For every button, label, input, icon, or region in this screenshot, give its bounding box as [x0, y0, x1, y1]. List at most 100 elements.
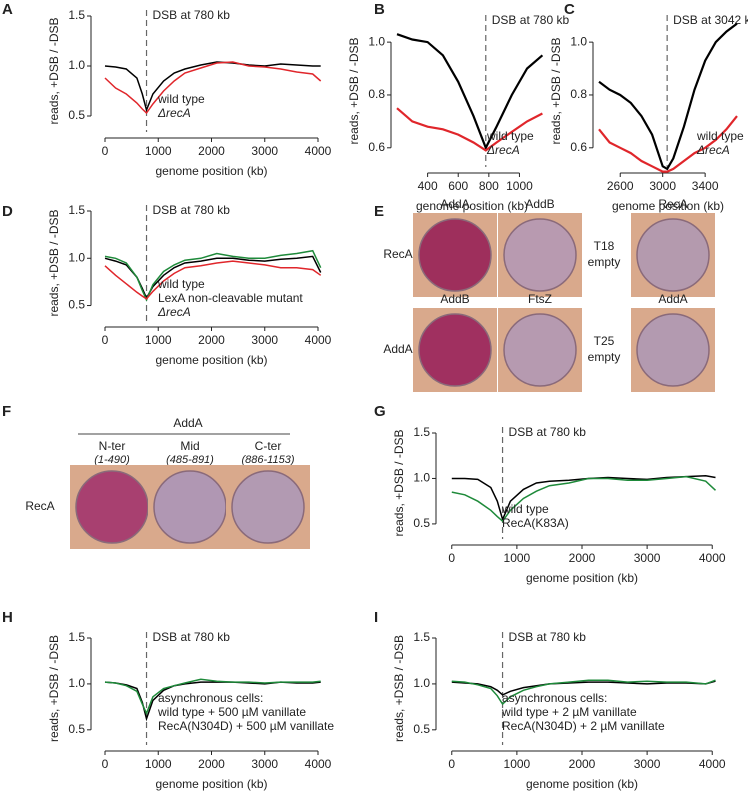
- legend-entry: ΔrecA: [157, 106, 191, 120]
- panel-letter: C: [564, 1, 575, 18]
- panel-letter: D: [2, 203, 13, 220]
- legend-entry: wild type: [696, 129, 744, 143]
- colony-plate: [636, 313, 710, 387]
- dsb-annotation: DSB at 3042 kb: [673, 13, 748, 27]
- x-tick-label: 0: [102, 333, 109, 347]
- colony-plate: [503, 313, 577, 387]
- series-line: [598, 115, 738, 173]
- legend-entry: RecA(N304D) + 2 µM vanillate: [502, 719, 665, 733]
- y-tick-label: 0.5: [413, 722, 430, 736]
- x-tick-label: 1000: [504, 551, 531, 565]
- y-tick-label: 0.8: [368, 87, 385, 101]
- y-tick-label: 0.5: [68, 722, 85, 736]
- x-tick-label: 2600: [607, 179, 634, 193]
- x-axis-label: genome position (kb): [416, 199, 528, 213]
- series-line: [451, 679, 716, 706]
- x-tick-label: 600: [448, 179, 468, 193]
- control-label: empty: [588, 255, 621, 269]
- y-axis-label: reads, +DSB / -DSB: [47, 17, 61, 124]
- series-line: [104, 61, 322, 115]
- x-tick-label: 2000: [569, 551, 596, 565]
- column-label: C-ter: [255, 439, 282, 453]
- plate-label: AddB: [525, 197, 554, 211]
- colony-plate: [231, 470, 305, 544]
- x-tick-label: 0: [448, 757, 455, 771]
- series-line: [396, 107, 543, 152]
- series-line: [104, 678, 321, 716]
- column-range: (886-1153): [242, 454, 295, 466]
- column-header: AddA: [173, 416, 202, 430]
- plate-label: AddA: [658, 292, 687, 306]
- y-tick-label: 1.5: [413, 630, 430, 644]
- column-label: Mid: [180, 439, 199, 453]
- x-tick-label: 1000: [506, 179, 533, 193]
- x-tick-label: 2000: [198, 144, 225, 158]
- y-tick-label: 1.0: [68, 676, 85, 690]
- legend-entry: wild type + 500 µM vanillate: [157, 705, 306, 719]
- x-tick-label: 1000: [145, 333, 172, 347]
- x-tick-label: 3400: [692, 179, 719, 193]
- y-tick-label: 0.5: [413, 516, 430, 530]
- panel-letter: A: [2, 1, 13, 18]
- row-label: AddA: [383, 342, 412, 356]
- dsb-annotation: DSB at 780 kb: [509, 630, 587, 644]
- series-line: [104, 260, 322, 300]
- legend-entry: ΔrecA: [696, 143, 730, 157]
- y-tick-label: 1.0: [368, 34, 385, 48]
- colony-plate: [636, 218, 710, 292]
- x-tick-label: 3000: [634, 551, 661, 565]
- y-tick-label: 1.5: [68, 203, 85, 217]
- legend-entry: wild type: [501, 502, 549, 516]
- y-axis-label: reads, +DSB / -DSB: [47, 635, 61, 742]
- colony-plate: [418, 218, 492, 292]
- x-axis-label: genome position (kb): [526, 777, 638, 791]
- legend-entry: ΔrecA: [486, 143, 520, 157]
- dsb-annotation: DSB at 780 kb: [509, 425, 587, 439]
- legend-entry: wild type: [486, 129, 534, 143]
- column-range: (485-891): [166, 454, 214, 466]
- x-tick-label: 0: [448, 551, 455, 565]
- series-line: [451, 474, 716, 522]
- dsb-annotation: DSB at 780 kb: [492, 13, 570, 27]
- colony-plate: [503, 218, 577, 292]
- x-tick-label: 4000: [305, 333, 332, 347]
- control-label: T18: [594, 239, 615, 253]
- x-tick-label: 400: [418, 179, 438, 193]
- x-tick-label: 3000: [251, 333, 278, 347]
- legend-entry: RecA(K83A): [502, 516, 569, 530]
- x-tick-label: 2000: [198, 757, 225, 771]
- x-tick-label: 1000: [504, 757, 531, 771]
- x-axis-label: genome position (kb): [155, 777, 267, 791]
- plate-label: RecA: [658, 197, 687, 211]
- legend-entry: wild type + 2 µM vanillate: [501, 705, 637, 719]
- colony-plate: [418, 313, 492, 387]
- series-line: [104, 61, 321, 113]
- y-tick-label: 0.6: [368, 140, 385, 154]
- panel-letter: I: [374, 609, 378, 626]
- panel-letter: H: [2, 609, 13, 626]
- series-line: [598, 22, 738, 171]
- y-tick-label: 0.8: [570, 87, 587, 101]
- x-tick-label: 3000: [251, 757, 278, 771]
- legend-entry: ΔrecA: [157, 305, 191, 319]
- plate-label: AddA: [440, 197, 469, 211]
- legend-entry: RecA(N304D) + 500 µM vanillate: [158, 719, 334, 733]
- control-label: empty: [588, 350, 621, 364]
- panel-letter: E: [374, 203, 384, 220]
- y-tick-label: 1.0: [570, 34, 587, 48]
- x-tick-label: 3000: [649, 179, 676, 193]
- colony-plate: [75, 470, 149, 544]
- x-tick-label: 3000: [251, 144, 278, 158]
- y-tick-label: 1.5: [68, 8, 85, 22]
- panel-letter: F: [2, 403, 11, 420]
- legend-entry: LexA non-cleavable mutant: [158, 291, 303, 305]
- x-axis-label: genome position (kb): [155, 164, 267, 178]
- column-label: N-ter: [99, 439, 126, 453]
- plate-label: AddB: [440, 292, 469, 306]
- x-tick-label: 4000: [305, 757, 332, 771]
- y-tick-label: 1.5: [68, 630, 85, 644]
- legend-entry: wild type: [157, 92, 205, 106]
- x-tick-label: 3000: [634, 757, 661, 771]
- y-axis-label: reads, +DSB / -DSB: [347, 37, 361, 144]
- x-tick-label: 2000: [198, 333, 225, 347]
